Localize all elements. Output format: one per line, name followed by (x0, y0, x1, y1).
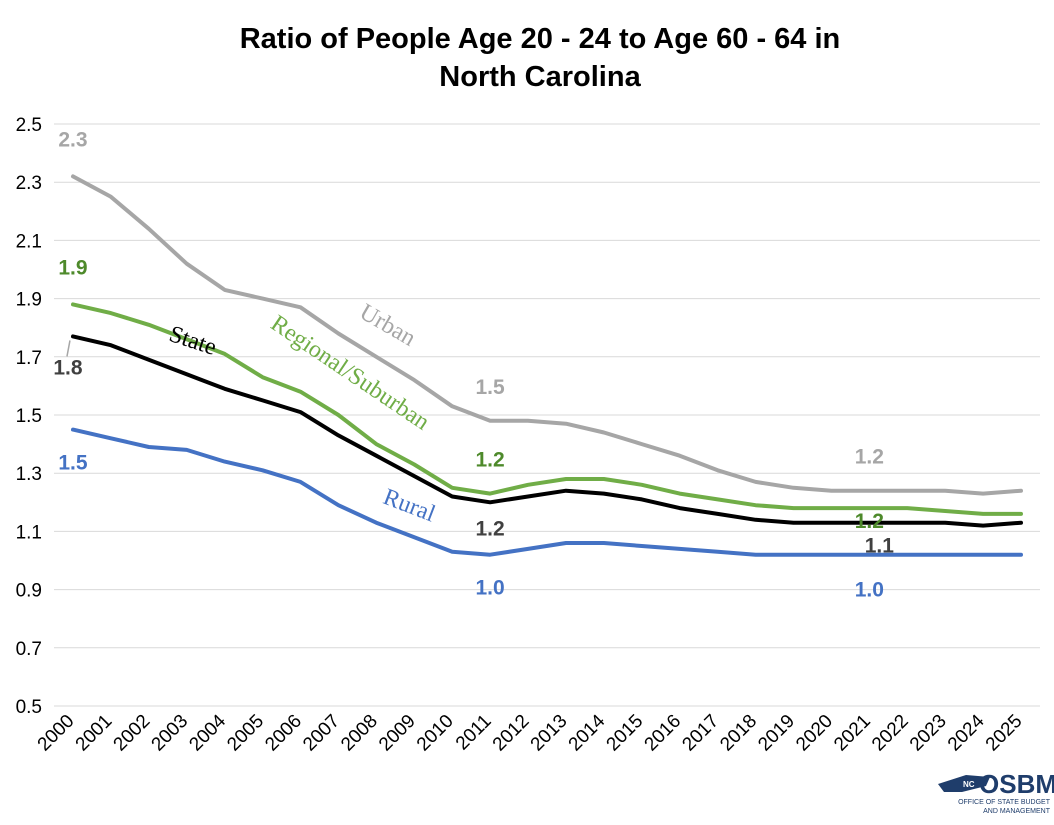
label-leader-line (66, 340, 71, 357)
x-tick-label: 2012 (489, 711, 534, 756)
series-name-label: Urban (355, 299, 420, 352)
y-tick-label: 0.9 (16, 581, 42, 602)
x-axis-ticks: 2000200120022003200420052006200720082009… (34, 710, 1027, 755)
data-label: 1.9 (58, 256, 87, 279)
y-tick-label: 2.5 (16, 115, 42, 136)
y-tick-label: 2.3 (16, 173, 42, 194)
data-labels: 2.31.51.21.91.21.21.81.21.11.51.0 1.0 (53, 128, 894, 601)
series-name-label: State (166, 321, 220, 361)
x-tick-label: 2025 (982, 711, 1027, 756)
x-tick-label: 2008 (337, 711, 382, 756)
gridlines (54, 123, 1040, 707)
data-label: 1.2 (476, 517, 505, 540)
data-label: 1.2 (476, 449, 505, 472)
y-tick-label: 0.5 (16, 697, 42, 718)
x-tick-label: 2016 (641, 711, 686, 756)
x-tick-label: 2004 (185, 710, 230, 755)
x-tick-label: 2007 (299, 711, 344, 756)
x-tick-label: 2022 (868, 711, 913, 756)
regional-suburban-series-line (71, 302, 1023, 516)
logo-subtitle-1: OFFICE OF STATE BUDGET (958, 799, 1051, 806)
x-tick-label: 2023 (906, 711, 951, 756)
x-tick-label: 2019 (754, 711, 799, 756)
data-label: 1.5 (476, 376, 506, 399)
y-tick-label: 1.5 (16, 406, 42, 427)
x-tick-label: 2015 (603, 711, 648, 756)
rural-series-line (71, 427, 1023, 557)
data-label: 2.3 (58, 128, 87, 151)
data-label: 1.5 (58, 452, 88, 475)
y-tick-label: 1.3 (16, 464, 42, 485)
series-name-label: Rural (380, 484, 439, 528)
x-tick-label: 2013 (527, 711, 572, 756)
data-label: 1.2 (855, 446, 884, 469)
x-tick-label: 2020 (792, 711, 837, 756)
y-tick-label: 1.7 (16, 348, 42, 369)
nc-state-shape-icon (938, 775, 990, 792)
y-tick-label: 1.1 (16, 522, 42, 543)
x-tick-label: 2024 (944, 710, 989, 755)
logo-subtitle-2: AND MANAGEMENT (983, 808, 1051, 815)
data-label: 1.8 (53, 356, 83, 379)
y-tick-label: 1.9 (16, 290, 42, 311)
x-tick-label: 2001 (72, 711, 117, 756)
y-tick-label: 0.7 (16, 639, 42, 660)
data-label: 1.1 (865, 535, 895, 558)
x-tick-label: 2005 (223, 711, 268, 756)
chart-title-line1: Ratio of People Age 20 - 24 to Age 60 - … (240, 23, 841, 55)
y-tick-label: 2.1 (16, 231, 42, 252)
x-tick-label: 2017 (678, 711, 723, 756)
logo-mark: NC (963, 780, 975, 789)
series-lines (71, 174, 1023, 557)
logo-name: OSBM (979, 769, 1054, 799)
x-tick-label: 2009 (375, 711, 420, 756)
data-label: 1.0 (855, 579, 884, 602)
x-tick-label: 2010 (413, 711, 458, 756)
x-tick-label: 2003 (148, 711, 193, 756)
chart-title-line2: North Carolina (439, 61, 641, 93)
urban-series-line (71, 174, 1023, 496)
x-tick-label: 2021 (830, 711, 875, 756)
x-tick-label: 2002 (110, 711, 155, 756)
y-axis-ticks: 0.5 0.7 0.9 1.1 1.3 1.5 1.7 1.9 2.1 2.3 2.5 (16, 115, 42, 718)
data-label: 1.2 (855, 510, 884, 533)
x-tick-label: 2018 (716, 711, 761, 756)
data-label: 1.0 (476, 577, 505, 600)
osbm-logo: NC OSBM OFFICE OF STATE BUDGET AND MANAG… (938, 769, 1054, 815)
state-series-line (71, 334, 1023, 528)
x-tick-label: 2014 (565, 710, 610, 755)
x-tick-label: 2011 (452, 711, 496, 755)
x-tick-label: 2006 (261, 711, 306, 756)
